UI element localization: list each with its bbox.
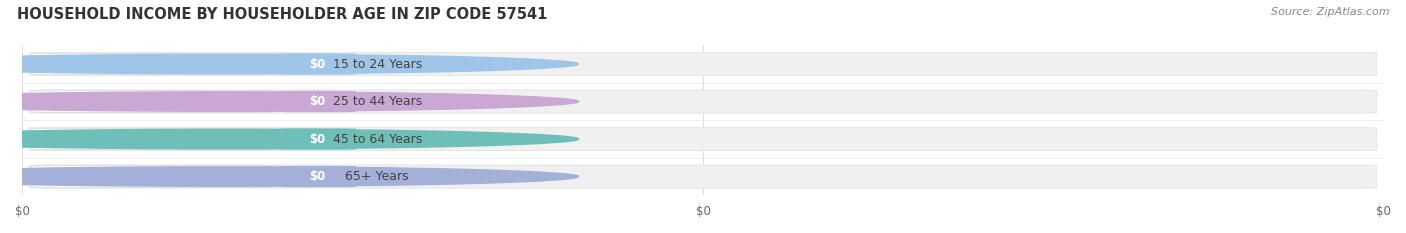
FancyBboxPatch shape <box>30 90 1376 113</box>
Text: $0: $0 <box>309 133 325 146</box>
FancyBboxPatch shape <box>278 53 356 75</box>
FancyBboxPatch shape <box>30 165 1376 188</box>
FancyBboxPatch shape <box>31 91 276 112</box>
Text: 15 to 24 Years: 15 to 24 Years <box>333 58 422 71</box>
FancyBboxPatch shape <box>31 128 276 150</box>
Text: 45 to 64 Years: 45 to 64 Years <box>333 133 422 146</box>
Circle shape <box>0 54 579 74</box>
Text: 65+ Years: 65+ Years <box>346 170 409 183</box>
FancyBboxPatch shape <box>30 52 1376 76</box>
Text: Source: ZipAtlas.com: Source: ZipAtlas.com <box>1271 7 1389 17</box>
Circle shape <box>0 92 579 111</box>
FancyBboxPatch shape <box>31 166 276 187</box>
Text: $0: $0 <box>309 170 325 183</box>
Text: 25 to 44 Years: 25 to 44 Years <box>333 95 422 108</box>
Text: $0: $0 <box>309 95 325 108</box>
Text: HOUSEHOLD INCOME BY HOUSEHOLDER AGE IN ZIP CODE 57541: HOUSEHOLD INCOME BY HOUSEHOLDER AGE IN Z… <box>17 7 547 22</box>
FancyBboxPatch shape <box>278 166 356 187</box>
FancyBboxPatch shape <box>278 128 356 150</box>
Circle shape <box>0 129 579 149</box>
FancyBboxPatch shape <box>30 127 1376 151</box>
FancyBboxPatch shape <box>278 91 356 112</box>
Text: $0: $0 <box>309 58 325 71</box>
FancyBboxPatch shape <box>31 53 276 75</box>
Circle shape <box>0 167 579 186</box>
